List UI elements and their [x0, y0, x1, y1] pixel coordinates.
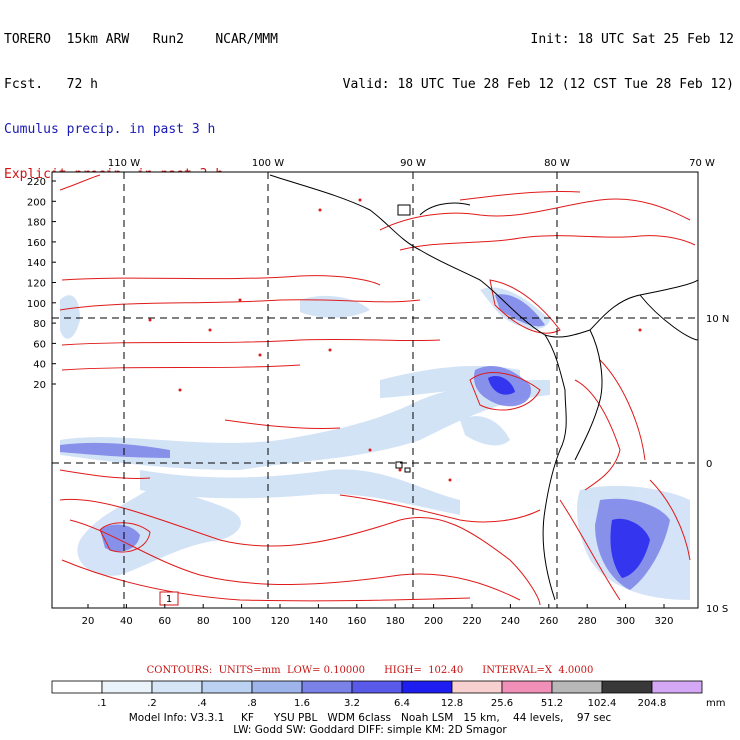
init-time: Init: 18 UTC Sat 25 Feb 12 [530, 32, 735, 47]
valid-time: Valid: 18 UTC Tue 28 Feb 12 (12 CST Tue … [342, 77, 734, 92]
y-tick-label: 120 [27, 279, 46, 290]
graticule [52, 172, 698, 608]
y-tick-label: 60 [33, 339, 46, 350]
x-tick-label: 260 [539, 616, 558, 627]
legend-value-label: 102.4 [588, 698, 617, 709]
lon-label-90w: 90 W [400, 158, 426, 169]
legend-color-box [601, 680, 653, 694]
legend-color-box [401, 680, 453, 694]
lon-label-110w: 110 W [108, 158, 140, 169]
y-tick-label: 200 [27, 197, 46, 208]
x-tick-label: 80 [197, 616, 210, 627]
cumulus-heavy-shading [488, 375, 650, 578]
legend-value-label: 25.6 [491, 698, 513, 709]
x-tick-label: 20 [82, 616, 95, 627]
map-frame [51, 171, 699, 609]
explicit-speckles [148, 198, 642, 482]
legend-value-label: .2 [147, 698, 157, 709]
legend-unit: mm [706, 698, 725, 709]
cumulus-precip-title: Cumulus precip. in past 3 h [4, 122, 216, 137]
y-tick-label: 40 [33, 360, 46, 371]
legend-color-box [651, 680, 703, 694]
legend-value-label: 3.2 [344, 698, 360, 709]
lat-label-10s: 10 S [706, 604, 728, 615]
legend-color-box [451, 680, 503, 694]
y-tick-label: 140 [27, 258, 46, 269]
model-info-line2: LW: Godd SW: Goddard DIFF: simple KM: 2D… [233, 724, 507, 736]
x-tick-label: 280 [578, 616, 597, 627]
legend-value-label: 1.6 [294, 698, 310, 709]
legend-value-label: 51.2 [541, 698, 563, 709]
lat-label-10n: 10 N [706, 314, 729, 325]
contour-info: CONTOURS: UNITS=mm LOW= 0.10000 HIGH= 10… [146, 665, 594, 676]
legend-color-box [301, 680, 353, 694]
precip-fields [52, 172, 698, 608]
legend-value-label: .8 [247, 698, 257, 709]
legend-color-box [201, 680, 253, 694]
precip-map: 1 110 W 100 W 90 W 80 W 70 W 10 N 0 10 S… [27, 158, 729, 627]
lon-labels: 110 W 100 W 90 W 80 W 70 W [108, 158, 715, 169]
x-tick-label: 40 [120, 616, 133, 627]
explicit-contours [59, 174, 696, 606]
legend-color-box [501, 680, 553, 694]
legend-value-label: 204.8 [638, 698, 667, 709]
lon-label-70w: 70 W [689, 158, 715, 169]
legend-color-box [551, 680, 603, 694]
y-tick-label: 100 [27, 299, 46, 310]
legend-color-box [351, 680, 403, 694]
x-tick-label: 100 [232, 616, 251, 627]
x-tick-label: 120 [270, 616, 289, 627]
legend-color-boxes [51, 680, 703, 694]
model-title: TORERO 15km ARW Run2 NCAR/MMM [4, 32, 278, 47]
x-tick-label: 200 [424, 616, 443, 627]
lon-label-100w: 100 W [252, 158, 284, 169]
x-tick-label: 240 [501, 616, 520, 627]
y-tick-label: 180 [27, 218, 46, 229]
header-right: Init: 18 UTC Sat 25 Feb 12 Valid: 18 UTC… [343, 2, 734, 107]
x-tick-label: 320 [654, 616, 673, 627]
lat-labels: 10 N 0 10 S [706, 314, 729, 615]
legend-value-label: 12.8 [441, 698, 463, 709]
lon-label-80w: 80 W [544, 158, 570, 169]
legend-labels: .1 .2 .4 .8 1.6 3.2 6.4 12.8 25.6 51.2 102.4 204.8 [97, 698, 666, 709]
legend-color-box [151, 680, 203, 694]
y-tick-label: 220 [27, 177, 46, 188]
lat-label-0: 0 [706, 459, 712, 470]
x-axis-ticks: 20 40 60 80 100 120 140 160 180 200 220 240 260 280 30… [82, 604, 674, 627]
y-tick-label: 80 [33, 319, 46, 330]
y-tick-label: 160 [27, 238, 46, 249]
coastlines [269, 174, 698, 601]
x-tick-label: 180 [386, 616, 405, 627]
x-tick-label: 60 [158, 616, 171, 627]
legend-color-box [101, 680, 153, 694]
legend-color-box [51, 680, 103, 694]
station-marker-label: 1 [166, 594, 172, 605]
station-marker: 1 [159, 591, 179, 606]
x-tick-label: 160 [347, 616, 366, 627]
x-tick-label: 140 [309, 616, 328, 627]
y-tick-label: 20 [33, 380, 46, 391]
legend-value-label: .1 [97, 698, 107, 709]
x-tick-label: 300 [616, 616, 635, 627]
x-tick-label: 220 [462, 616, 481, 627]
legend-color-box [251, 680, 303, 694]
model-info-line1: Model Info: V3.3.1 KF YSU PBL WDM 6class… [128, 712, 612, 724]
color-legend: .1.2.4.8 1.6 3.2 6.4 12.8 25.6 51.2 102.4 204.8 … [51, 680, 725, 709]
legend-value-label: .4 [197, 698, 207, 709]
y-axis-ticks: 220 200 180 160 140 120 100 80 60 40 20 [27, 177, 56, 391]
forecast-hour: Fcst. 72 h [4, 77, 98, 92]
legend-value-label: 6.4 [394, 698, 410, 709]
